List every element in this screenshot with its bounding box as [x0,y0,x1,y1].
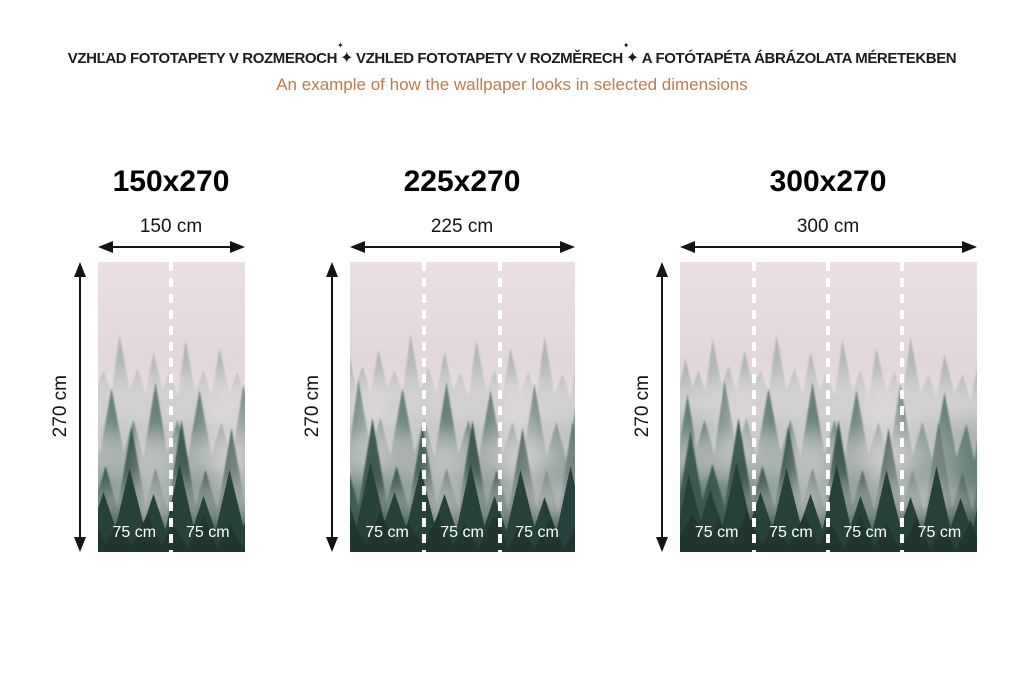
title-part-cz: VZHLED FOTOTAPETY V ROZMĚRECH [356,50,623,67]
dimension-panels: 150x270 150 cm 270 cm 75 cm 75 cm 225x27… [0,165,1024,552]
arrow-shaft [331,265,333,548]
panel-divider-dashed-line [826,261,830,552]
wallpaper-image: 75 cm 75 cm 75 cm 75 cm [680,261,977,552]
wallpaper-dimensions-page: { "header": { "title_parts": [ "VZHĽAD F… [0,41,1024,680]
arrow-right-head-icon [559,240,575,253]
segment-width-label: 75 cm [112,523,157,541]
panel-divider-dashed-line [900,261,905,552]
panel-300x270: 300x270 300 cm 270 cm 75 cm 75 cm 75 cm … [630,165,977,552]
title-part-hu: A FOTÓTAPÉTA ÁBRÁZOLATA MÉRETEKBEN [641,50,957,67]
segment-width-label: 75 cm [515,523,559,541]
segment-labels: 75 cm 75 cm [98,524,245,542]
arrow-down-head-icon [73,536,86,552]
panel-150x270: 150x270 150 cm 270 cm 75 cm 75 cm [48,165,245,552]
arrow-right-head-icon [229,240,245,253]
sparkle-icon: ✦ ✦ [622,41,639,67]
height-dimension-label: 270 cm [631,375,653,438]
segment-width-label: 75 cm [185,523,230,541]
width-arrow [97,240,245,254]
panel-divider-dashed-line [169,261,173,552]
title-part-sk: VZHĽAD FOTOTAPETY V ROZMEROCH [67,50,338,67]
segment-width-label: 75 cm [917,523,962,541]
segment-width-label: 75 cm [843,523,887,541]
arrow-down-head-icon [325,536,338,552]
width-dimension-label: 225 cm [430,215,494,237]
panel-divider-dashed-line [497,261,502,552]
sparkle-icon: ✦ ✦ [337,41,354,67]
arrow-shaft [661,265,663,548]
width-dimension-label: 300 cm [796,215,860,237]
panel-title: 225x270 [403,164,521,198]
page-title: VZHĽAD FOTOTAPETY V ROZMEROCH ✦ ✦ VZHLED … [0,41,1024,69]
height-arrow [73,261,87,552]
wallpaper-image: 75 cm 75 cm [98,261,245,552]
wallpaper-image: 75 cm 75 cm 75 cm [350,261,575,552]
segment-width-label: 75 cm [694,523,739,541]
panel-title: 150x270 [112,164,230,198]
page-header: VZHĽAD FOTOTAPETY V ROZMEROCH ✦ ✦ VZHLED … [0,41,1024,95]
panel-225x270: 225x270 225 cm 270 cm 75 cm 75 cm 75 cm [300,165,575,552]
arrow-down-head-icon [655,536,668,552]
arrow-shaft [683,246,973,248]
foggy-forest-image [350,262,575,552]
arrow-shaft [353,246,571,248]
segment-labels: 75 cm 75 cm 75 cm 75 cm [680,524,977,542]
width-arrow [679,240,977,254]
segment-width-label: 75 cm [440,523,484,541]
arrow-shaft [79,265,81,548]
height-arrow [655,261,669,552]
panel-divider-dashed-line [751,261,756,552]
arrow-right-head-icon [961,240,977,253]
page-subtitle: An example of how the wallpaper looks in… [276,74,748,94]
width-dimension-label: 150 cm [139,215,203,237]
segment-width-label: 75 cm [769,523,813,541]
height-arrow [325,261,339,552]
height-dimension-label: 270 cm [301,375,323,438]
panel-divider-dashed-line [422,261,427,552]
segment-width-label: 75 cm [365,523,409,541]
arrow-shaft [101,246,241,248]
panel-title: 300x270 [769,164,887,198]
height-dimension-label: 270 cm [49,375,71,438]
segment-labels: 75 cm 75 cm 75 cm [350,524,575,542]
width-arrow [349,240,575,254]
